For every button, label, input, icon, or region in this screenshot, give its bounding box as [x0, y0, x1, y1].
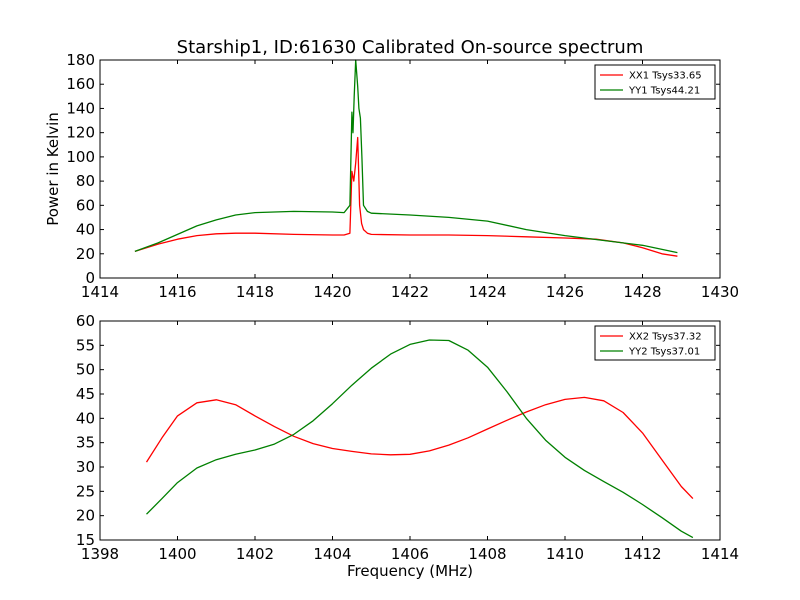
- y-tick-label: 40: [76, 221, 95, 239]
- x-tick-label: 1430: [701, 283, 739, 301]
- x-tick-label: 1398: [81, 545, 119, 563]
- y-tick-label: 25: [76, 482, 95, 500]
- legend: XX2 Tsys37.32 YY2 Tsys37.01: [594, 325, 716, 361]
- y-tick-label: 180: [66, 51, 95, 69]
- x-tick-label: 1416: [158, 283, 196, 301]
- legend-entry-2: YY2 Tsys37.01: [628, 347, 700, 358]
- x-tick-label: 1412: [623, 545, 661, 563]
- y-tick-label: 20: [76, 245, 95, 263]
- y-tick-label: 160: [66, 75, 95, 93]
- y-tick-label: 80: [76, 172, 95, 190]
- legend-box: [594, 64, 716, 100]
- x-tick-label: 1422: [391, 283, 429, 301]
- x-axis-label: Frequency (MHz): [347, 562, 473, 580]
- y-tick-label: 60: [76, 312, 95, 330]
- x-tick-label: 1404: [313, 545, 351, 563]
- y-tick-label: 120: [66, 124, 95, 142]
- y-tick-label: 35: [76, 434, 95, 452]
- y-axis-label: Power in Kelvin: [44, 112, 62, 226]
- chart-title: Starship1, ID:61630 Calibrated On-source…: [177, 37, 644, 58]
- y-tick-label: 30: [76, 458, 95, 476]
- x-tick-label: 1400: [158, 545, 196, 563]
- x-tick-label: 1424: [468, 283, 506, 301]
- series-line-2: [134, 59, 678, 254]
- x-tick-label: 1406: [391, 545, 429, 563]
- legend-entry-1: XX1 Tsys33.65: [629, 71, 702, 82]
- legend-entry-2: YY1 Tsys44.21: [628, 86, 700, 97]
- legend: XX1 Tsys33.65 YY1 Tsys44.21: [594, 64, 716, 100]
- legend-box: [594, 325, 716, 361]
- x-tick-label: 1410: [546, 545, 584, 563]
- series-line-2: [146, 339, 694, 539]
- y-tick-label: 100: [66, 148, 95, 166]
- series-line-1: [145, 396, 694, 500]
- x-tick-label: 1426: [546, 283, 584, 301]
- y-tick-label: 60: [76, 196, 95, 214]
- x-tick-label: 1414: [701, 545, 739, 563]
- x-tick-label: 1414: [81, 283, 119, 301]
- x-tick-label: 1408: [468, 545, 506, 563]
- y-tick-label: 45: [76, 385, 95, 403]
- y-tick-label: 140: [66, 99, 95, 117]
- y-tick-label: 40: [76, 409, 95, 427]
- x-tick-label: 1418: [236, 283, 274, 301]
- spectrum-panel-bottom: Frequency (MHz) 1398 1400 1402 1404 1406 1408…: [76, 312, 739, 580]
- y-tick-label: 20: [76, 507, 95, 525]
- y-tick-label: 0: [85, 269, 95, 287]
- x-tick-label: 1402: [236, 545, 274, 563]
- spectrum-panel-top: Starship1, ID:61630 Calibrated On-source…: [44, 37, 739, 301]
- y-tick-label: 55: [76, 336, 95, 354]
- y-tick-label: 15: [76, 531, 95, 549]
- series-line-1: [134, 136, 678, 257]
- legend-entry-1: XX2 Tsys37.32: [629, 332, 702, 343]
- y-tick-label: 50: [76, 361, 95, 379]
- x-tick-label: 1428: [623, 283, 661, 301]
- x-tick-label: 1420: [313, 283, 351, 301]
